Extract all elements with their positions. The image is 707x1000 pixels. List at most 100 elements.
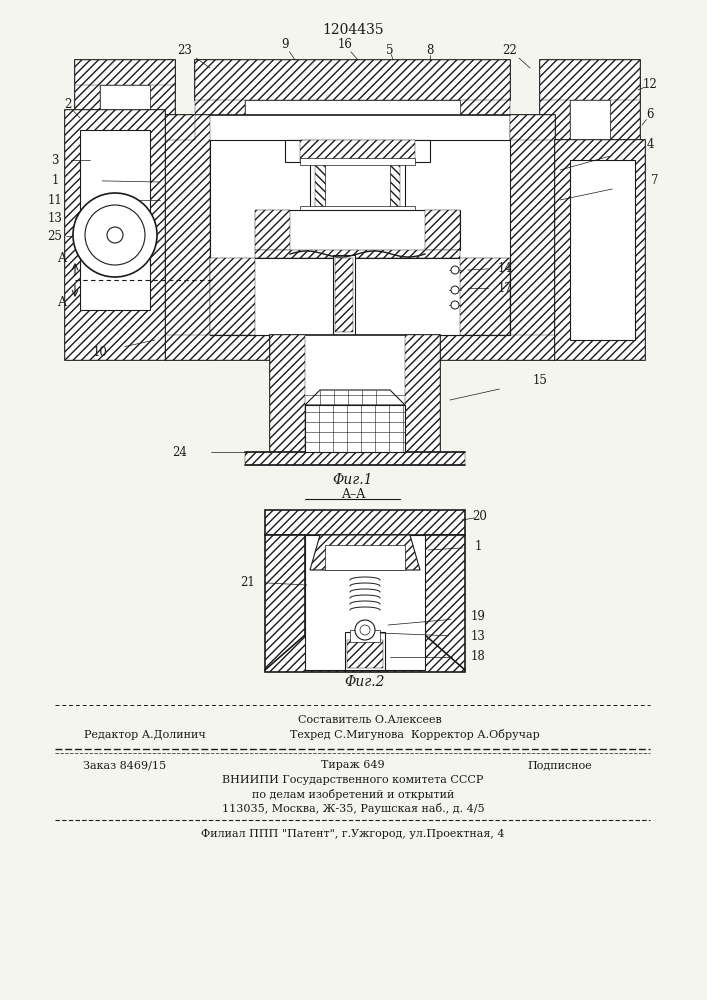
Bar [325,163,390,207]
Polygon shape [210,258,255,335]
Polygon shape [255,210,290,250]
Text: Тираж 649: Тираж 649 [321,760,385,770]
Text: 18: 18 [471,650,486,664]
Polygon shape [75,60,100,120]
Polygon shape [335,258,353,332]
Text: 13: 13 [471,631,486,644]
Polygon shape [255,210,460,250]
Text: 20: 20 [472,510,487,524]
Text: 15: 15 [532,373,547,386]
Circle shape [73,193,157,277]
Polygon shape [165,335,555,360]
Polygon shape [245,452,465,465]
Text: Техред С.Мигунова  Корректор А.Обручар: Техред С.Мигунова Корректор А.Обручар [290,730,540,740]
Polygon shape [325,545,405,570]
Text: 1204435: 1204435 [322,23,384,37]
Bar [245,100,460,140]
Polygon shape [165,115,210,360]
Text: 24: 24 [173,446,187,458]
Polygon shape [75,60,175,85]
Polygon shape [540,60,570,140]
Text: 6: 6 [646,108,654,121]
Text: 7: 7 [651,174,659,186]
Polygon shape [255,250,460,258]
Circle shape [85,205,145,265]
Text: 2: 2 [64,99,71,111]
Bar [100,85,150,120]
Bar [345,632,385,670]
Polygon shape [75,60,175,120]
Polygon shape [80,130,150,310]
Text: ВНИИПИ Государственного комитета СССР: ВНИИПИ Государственного комитета СССР [222,775,484,785]
Text: 11: 11 [47,194,62,207]
Bar [310,160,405,210]
Text: Φиг.1: Φиг.1 [333,473,373,487]
Circle shape [451,266,459,274]
Polygon shape [305,535,425,670]
Polygon shape [540,60,640,140]
Bar [570,100,610,140]
Text: 4: 4 [646,138,654,151]
Polygon shape [460,258,510,335]
Polygon shape [165,115,555,360]
Text: 22: 22 [503,43,518,56]
Polygon shape [265,535,305,670]
Text: A: A [57,296,66,308]
Bar [350,630,380,642]
Polygon shape [270,335,440,455]
Text: 19: 19 [471,610,486,624]
Polygon shape [555,140,645,360]
Polygon shape [310,535,420,570]
Polygon shape [300,140,415,162]
Polygon shape [610,60,640,140]
Circle shape [451,301,459,309]
Text: 17: 17 [498,282,513,294]
Polygon shape [425,535,465,670]
Polygon shape [510,115,555,360]
Text: A–A: A–A [341,488,365,502]
Polygon shape [460,60,510,140]
Polygon shape [210,258,510,335]
Bar [300,158,415,165]
Text: по делам изобретений и открытий: по делам изобретений и открытий [252,788,454,800]
Text: A: A [57,251,66,264]
Polygon shape [65,110,165,360]
Circle shape [360,625,370,635]
Polygon shape [65,110,165,360]
Polygon shape [270,335,305,455]
Polygon shape [405,335,440,455]
Polygon shape [265,510,465,535]
Bar [305,405,405,452]
Polygon shape [150,60,175,120]
Text: 5: 5 [386,43,394,56]
Circle shape [107,227,123,243]
Text: 23: 23 [177,43,192,56]
Polygon shape [195,60,510,100]
Text: 8: 8 [426,43,433,56]
Polygon shape [165,115,195,140]
Polygon shape [305,390,405,405]
Text: Φиг.2: Φиг.2 [345,675,385,689]
Polygon shape [195,60,510,100]
Text: 25: 25 [47,230,62,242]
Polygon shape [347,640,383,668]
Text: 13: 13 [47,212,62,225]
Text: 3: 3 [51,153,59,166]
Text: 21: 21 [240,576,255,588]
Text: 113035, Москва, Ж-35, Раушская наб., д. 4/5: 113035, Москва, Ж-35, Раушская наб., д. … [222,802,484,814]
Text: 12: 12 [643,79,658,92]
Polygon shape [315,163,400,207]
Polygon shape [195,60,245,140]
Text: Заказ 8469/15: Заказ 8469/15 [83,760,167,770]
Polygon shape [570,160,635,340]
Text: Подписное: Подписное [527,760,592,770]
Polygon shape [265,635,465,672]
Text: 14: 14 [498,261,513,274]
Bar [333,255,355,335]
Text: 16: 16 [337,38,352,51]
Text: Редактор А.Долинич: Редактор А.Долинич [84,730,206,740]
Bar [285,140,430,162]
Bar [300,206,415,213]
Text: 1: 1 [474,540,481,554]
Text: 10: 10 [93,346,107,359]
